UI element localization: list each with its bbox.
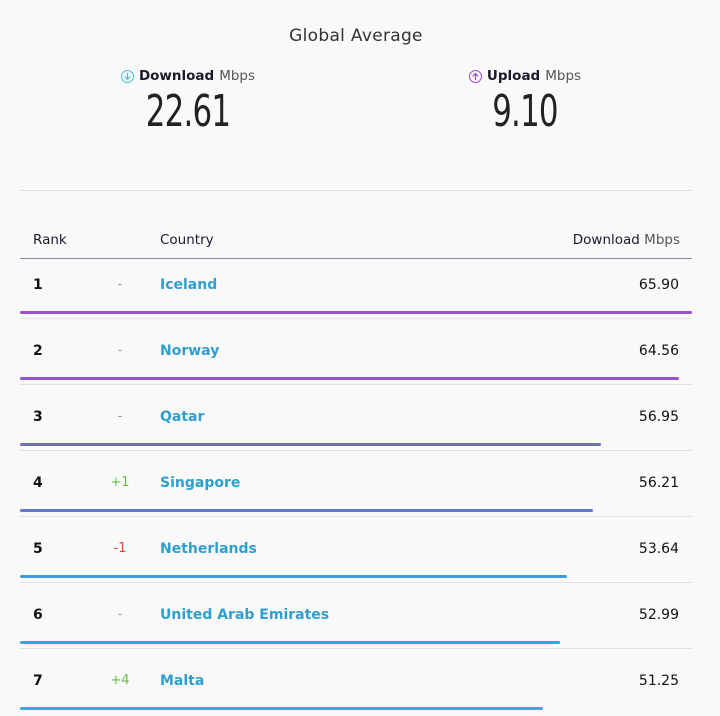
row-divider: [20, 384, 692, 385]
table-row: 2 - Norway 64.56: [20, 325, 692, 391]
download-stat: Download Mbps 22.61: [88, 68, 288, 134]
row-speed-bar: [20, 311, 692, 314]
row-speed-bar: [20, 377, 679, 380]
row-speed-bar: [20, 443, 601, 446]
row-download-value: 56.95: [638, 409, 679, 425]
row-country-link[interactable]: Qatar: [160, 409, 205, 425]
row-rank: 6: [33, 607, 43, 623]
row-rank: 7: [33, 673, 43, 689]
row-divider: [20, 648, 692, 649]
table-row: 7 +4 Malta 51.25: [20, 655, 692, 716]
row-country-link[interactable]: Singapore: [160, 475, 241, 491]
row-country-link[interactable]: Netherlands: [160, 541, 257, 557]
row-rank: 4: [33, 475, 43, 491]
table-header: Rank Country Download Mbps: [20, 232, 692, 259]
download-value: 22.61: [145, 86, 231, 137]
upload-label: Upload Mbps: [425, 68, 625, 84]
column-header-download[interactable]: Download Mbps: [573, 232, 680, 248]
section-divider: [20, 190, 692, 191]
table-row: 5 -1 Netherlands 53.64: [20, 523, 692, 589]
row-download-value: 51.25: [638, 673, 679, 689]
row-rank: 1: [33, 277, 43, 293]
upload-value: 9.10: [492, 86, 558, 137]
row-download-value: 65.90: [638, 277, 679, 293]
row-rank-change: -1: [113, 541, 127, 556]
download-label-text: Download: [138, 68, 215, 84]
row-country-link[interactable]: Malta: [160, 673, 205, 689]
row-rank: 5: [33, 541, 43, 557]
table-row: 3 - Qatar 56.95: [20, 391, 692, 457]
row-country-link[interactable]: United Arab Emirates: [160, 607, 330, 623]
row-download-value: 53.64: [638, 541, 679, 557]
row-divider: [20, 516, 692, 517]
row-rank-change: -: [117, 277, 123, 292]
row-rank-change: +1: [110, 475, 130, 490]
upload-label-text: Upload: [486, 68, 541, 84]
row-rank-change: -: [117, 607, 123, 622]
column-header-download-label: Download: [572, 232, 640, 248]
row-divider: [20, 318, 692, 319]
row-speed-bar: [20, 575, 567, 578]
row-country-link[interactable]: Iceland: [160, 277, 218, 293]
row-download-value: 52.99: [638, 607, 679, 623]
row-rank: 2: [33, 343, 43, 359]
row-speed-bar: [20, 707, 543, 710]
row-country-link[interactable]: Norway: [160, 343, 220, 359]
column-header-download-unit: Mbps: [644, 232, 680, 248]
column-header-rank[interactable]: Rank: [33, 232, 67, 248]
upload-unit: Mbps: [545, 68, 582, 84]
upload-arrow-icon: [468, 69, 482, 83]
row-rank-change: +4: [110, 673, 130, 688]
table-row: 1 - Iceland 65.90: [20, 259, 692, 325]
download-arrow-icon: [120, 69, 134, 83]
row-speed-bar: [20, 641, 560, 644]
download-label: Download Mbps: [88, 68, 288, 84]
row-divider: [20, 582, 692, 583]
row-rank-change: -: [117, 409, 123, 424]
row-download-value: 56.21: [638, 475, 679, 491]
upload-stat: Upload Mbps 9.10: [425, 68, 625, 134]
table-row: 4 +1 Singapore 56.21: [20, 457, 692, 523]
row-rank: 3: [33, 409, 43, 425]
download-unit: Mbps: [219, 68, 256, 84]
column-header-country[interactable]: Country: [160, 232, 214, 248]
global-average-title: Global Average: [289, 26, 423, 46]
row-download-value: 64.56: [638, 343, 679, 359]
table-row: 6 - United Arab Emirates 52.99: [20, 589, 692, 655]
row-rank-change: -: [117, 343, 123, 358]
row-speed-bar: [20, 509, 593, 512]
row-divider: [20, 450, 692, 451]
